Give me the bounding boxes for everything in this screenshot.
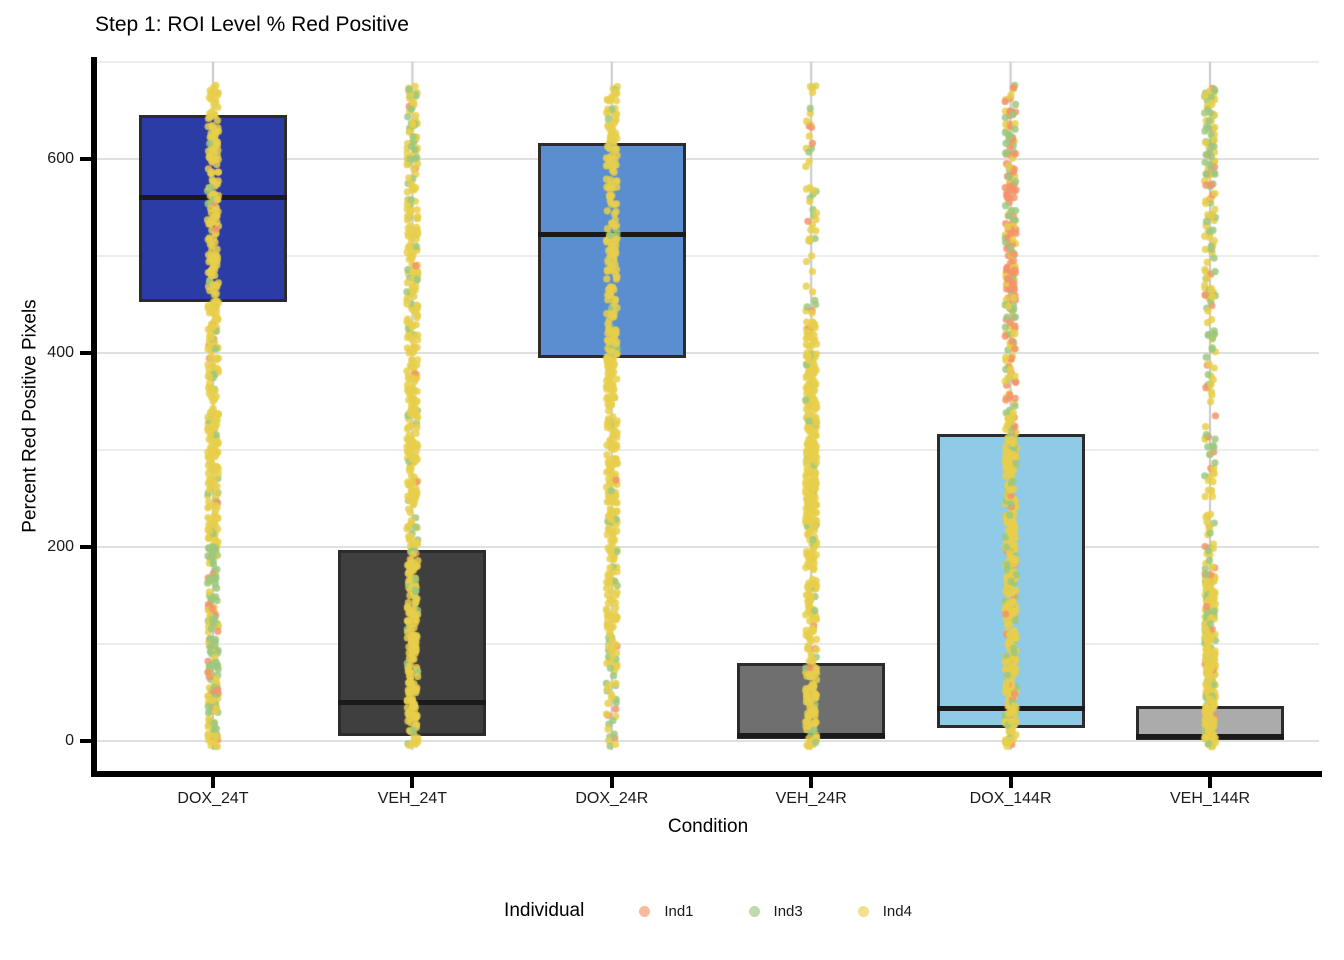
x-tick-label-VEH_24R: VEH_24R [775,790,847,807]
x-axis-tick [809,777,814,788]
legend-dot-ind3 [748,905,760,917]
legend: Individual Ind1 Ind3 Ind4 [95,891,1321,931]
plot-panel [95,57,1321,774]
legend-title: Individual [504,900,585,921]
x-tick-label-DOX_144R: DOX_144R [969,790,1052,807]
x-axis-title: Condition [667,816,749,837]
x-axis-tick [410,777,415,788]
x-tick-label-VEH_24T: VEH_24T [377,790,448,807]
legend-label-ind1: Ind1 [664,902,694,920]
legend-label-ind4: Ind4 [882,902,912,920]
legend-entry-ind1: Ind1 [639,902,694,920]
y-axis-tick [80,157,91,161]
legend-entry-ind3: Ind3 [748,902,803,920]
y-tick-label: 0 [65,732,74,749]
x-tick-label-DOX_24T: DOX_24T [177,790,249,807]
y-axis-tick [80,351,91,355]
x-axis-tick [1208,777,1212,788]
x-axis-line [91,771,1322,777]
legend-dot-ind1 [639,905,651,917]
x-axis-tick [609,777,614,788]
x-axis-tick [1008,777,1013,788]
legend-dot-ind4 [857,905,869,917]
y-tick-label: 400 [47,344,74,361]
x-tick-label-VEH_144R: VEH_144R [1169,790,1251,807]
y-axis-tick [80,545,91,549]
y-tick-label: 200 [47,538,74,555]
y-axis-tick [80,739,91,743]
x-tick-label-DOX_24R: DOX_24R [575,790,649,807]
legend-label-ind3: Ind3 [773,902,803,920]
plot-title: Step 1: ROI Level % Red Positive [95,13,409,36]
y-axis-line [91,57,97,777]
legend-entry-ind4: Ind4 [857,902,912,920]
x-axis-tick [211,777,215,788]
y-tick-label: 600 [47,150,74,167]
jitter-points-layer [95,57,1321,774]
